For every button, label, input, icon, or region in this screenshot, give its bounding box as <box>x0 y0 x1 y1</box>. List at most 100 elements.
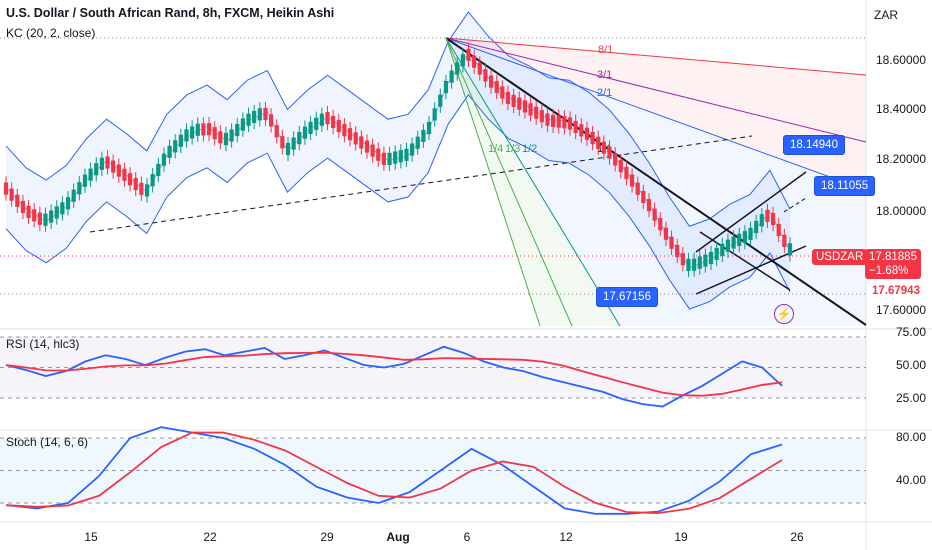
fan-label: 1/4 <box>488 143 503 155</box>
low-price-tag: 17.67943 <box>868 283 924 299</box>
candle <box>99 157 104 170</box>
candle <box>675 244 680 258</box>
chart-title: U.S. Dollar / South African Rand, 8h, FX… <box>6 6 335 20</box>
x-tick: 26 <box>790 530 804 544</box>
candle <box>195 123 200 136</box>
candle <box>443 80 449 94</box>
last-price: 17.81885 <box>869 251 917 263</box>
stoch-tick: 40.00 <box>895 473 926 487</box>
candle <box>742 231 747 244</box>
candle <box>263 107 268 121</box>
candle <box>393 151 398 164</box>
fan-line <box>445 37 867 191</box>
candle <box>590 131 595 145</box>
candle <box>184 129 189 142</box>
candle <box>449 70 454 83</box>
price-annotation-high[interactable]: 18.14940 <box>783 135 845 155</box>
candle <box>291 137 296 150</box>
candle <box>116 164 121 177</box>
currency-label[interactable]: ZAR <box>874 8 898 22</box>
candle <box>720 243 725 256</box>
candle <box>274 125 279 138</box>
candle <box>415 136 420 149</box>
candle <box>178 134 183 147</box>
candle <box>297 132 302 145</box>
candle <box>49 210 54 223</box>
lightning-icon[interactable]: ⚡ <box>774 304 794 324</box>
candle <box>54 206 59 219</box>
candle <box>663 227 669 240</box>
stoch-d-line <box>5 431 783 515</box>
price-tick: 18.60000 <box>875 53 926 67</box>
candle <box>127 173 133 186</box>
candle <box>618 160 623 173</box>
candle <box>601 141 606 154</box>
fan-label: 8/1 <box>598 44 613 56</box>
candle <box>398 150 403 163</box>
candle <box>206 123 212 136</box>
candle <box>342 124 347 137</box>
candle <box>3 182 9 195</box>
candle <box>511 94 516 108</box>
price-annotation-low[interactable]: 17.67156 <box>596 287 658 307</box>
candle <box>680 253 685 266</box>
channel-line <box>783 197 807 213</box>
fan-line <box>445 37 573 327</box>
candle <box>607 146 612 159</box>
candle <box>522 100 528 113</box>
fan-line <box>445 37 541 327</box>
candle <box>646 199 652 212</box>
candle <box>15 194 20 207</box>
fan-label: 3/1 <box>597 69 612 81</box>
candle <box>488 75 494 88</box>
candle <box>353 132 358 145</box>
candle <box>285 142 291 156</box>
candle <box>404 148 409 161</box>
x-tick: 22 <box>203 530 217 544</box>
candle <box>759 214 764 227</box>
candle <box>359 136 364 149</box>
candle <box>629 174 635 187</box>
candle <box>596 136 601 149</box>
keltner-fill <box>6 12 790 309</box>
candle <box>782 234 787 247</box>
candle <box>190 126 195 139</box>
candle <box>432 108 437 121</box>
candle <box>280 136 285 149</box>
rsi-pane-label[interactable]: RSI (14, hlc3) <box>6 337 80 351</box>
last-price-tag: 17.81885 −1.68% <box>865 249 921 279</box>
candle <box>686 258 691 271</box>
candle <box>32 209 37 222</box>
candle <box>708 251 714 265</box>
candle <box>494 80 499 94</box>
candle <box>9 188 14 201</box>
channel-line <box>695 171 807 253</box>
candle <box>201 123 206 136</box>
candle <box>43 213 48 226</box>
candle <box>787 243 793 256</box>
candle <box>765 209 770 222</box>
candle <box>319 113 324 126</box>
candle <box>331 115 336 129</box>
candle <box>669 236 674 249</box>
candle <box>26 205 31 218</box>
channel-line <box>695 245 807 295</box>
stoch-pane-label[interactable]: Stoch (14, 6, 6) <box>6 435 89 449</box>
candle <box>139 182 144 195</box>
candle <box>150 174 155 187</box>
price-change: −1.68% <box>869 265 909 277</box>
channel-line <box>699 231 791 291</box>
candle <box>505 91 511 105</box>
candle <box>212 127 217 140</box>
candle <box>111 160 116 173</box>
candle <box>336 119 341 133</box>
candle <box>545 113 550 126</box>
candle <box>325 111 330 125</box>
price-annotation-mid[interactable]: 18.11055 <box>814 176 876 196</box>
candle <box>381 152 386 165</box>
candle <box>584 127 590 140</box>
candle <box>528 103 533 116</box>
candle <box>133 177 138 191</box>
candle <box>257 108 262 121</box>
